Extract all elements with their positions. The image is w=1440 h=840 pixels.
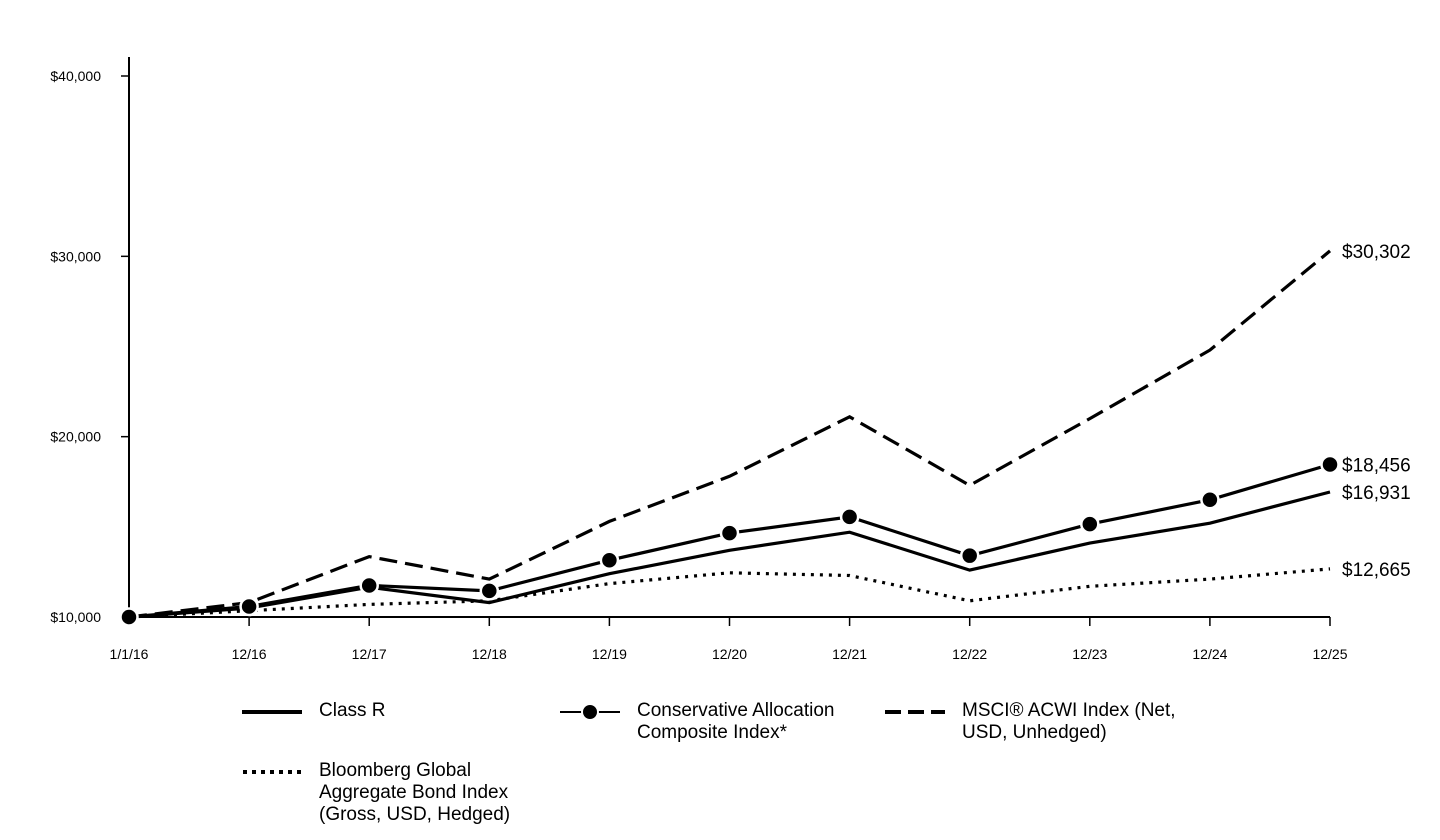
data-point-marker	[1200, 490, 1220, 510]
y-tick-label: $10,000	[50, 609, 101, 625]
legend-label-class-r: Class R	[319, 700, 386, 721]
chart-axes: $10,000 $20,000 $30,000 $40,000 1/1/16 12/16 1…	[50, 57, 1348, 662]
x-tick-label: 12/19	[592, 646, 627, 662]
y-tick-label: $40,000	[50, 68, 101, 84]
line-chart: $10,000 $20,000 $30,000 $40,000 1/1/16 12/16 1…	[50, 57, 1411, 662]
legend-label-msci: MSCI® ACWI Index (Net, USD, Unhedged)	[962, 700, 1176, 743]
data-point-marker	[359, 575, 379, 596]
legend-item-composite: Conservative Allocation Composite Index*	[558, 700, 835, 744]
y-tick-label: $20,000	[50, 429, 101, 445]
x-tick-label: 12/25	[1312, 646, 1347, 662]
end-value-label: $16,931	[1342, 483, 1411, 504]
y-tick-label: $30,000	[50, 248, 101, 264]
x-tick-label: 1/1/16	[110, 646, 149, 662]
end-value-label: $18,456	[1342, 456, 1411, 477]
legend-item-msci: MSCI® ACWI Index (Net, USD, Unhedged)	[883, 700, 1176, 744]
x-tick-label: 12/17	[352, 646, 387, 662]
data-point-marker	[239, 596, 259, 617]
legend-swatch-marker	[560, 703, 620, 721]
data-point-marker	[479, 581, 500, 601]
legend-item-class-r: Class R	[240, 700, 386, 724]
series-line	[128, 490, 1331, 619]
data-point-marker	[719, 523, 740, 543]
legend-swatch-dashed	[885, 710, 945, 714]
data-point-marker	[959, 545, 980, 566]
chart-legend: Class R Conservative Allocation Composit…	[240, 700, 1240, 835]
end-value-label: $30,302	[1342, 242, 1411, 263]
x-tick-label: 12/24	[1192, 646, 1227, 662]
x-tick-label: 12/21	[832, 646, 867, 662]
series-line	[128, 249, 1332, 619]
end-value-label: $12,665	[1342, 560, 1411, 581]
legend-swatch-dotted	[243, 770, 302, 774]
series-line	[128, 567, 1331, 619]
legend-label-bloomberg: Bloomberg Global Aggregate Bond Index (G…	[319, 760, 511, 825]
legend-item-bloomberg: Bloomberg Global Aggregate Bond Index (G…	[240, 760, 510, 826]
data-point-marker	[1320, 454, 1340, 475]
x-tick-label: 12/22	[952, 646, 987, 662]
x-tick-label: 12/20	[712, 646, 747, 662]
legend-swatch-solid	[242, 710, 302, 714]
end-labels: $16,931 $18,456 $30,302 $12,665	[1342, 242, 1411, 581]
x-tick-label: 12/16	[232, 646, 267, 662]
data-point-marker	[599, 550, 620, 570]
x-tick-label: 12/18	[472, 646, 507, 662]
data-point-marker	[119, 607, 139, 627]
legend-label-composite: Conservative Allocation Composite Index*	[637, 700, 835, 743]
data-point-marker	[1080, 514, 1100, 534]
x-tick-label: 12/23	[1072, 646, 1107, 662]
data-point-marker	[839, 507, 860, 527]
series-layer	[119, 249, 1340, 627]
